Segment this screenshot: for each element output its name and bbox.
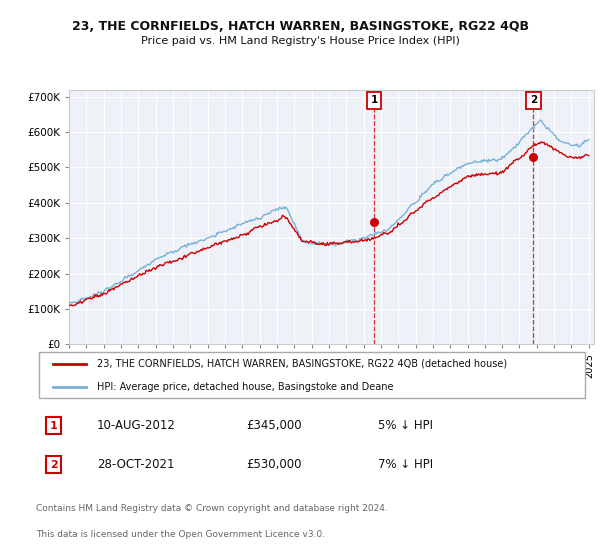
Text: 23, THE CORNFIELDS, HATCH WARREN, BASINGSTOKE, RG22 4QB (detached house): 23, THE CORNFIELDS, HATCH WARREN, BASING… (97, 358, 507, 368)
Text: 23, THE CORNFIELDS, HATCH WARREN, BASINGSTOKE, RG22 4QB: 23, THE CORNFIELDS, HATCH WARREN, BASING… (71, 20, 529, 32)
Text: 2: 2 (530, 95, 537, 105)
Text: 5% ↓ HPI: 5% ↓ HPI (378, 419, 433, 432)
Text: 28-OCT-2021: 28-OCT-2021 (97, 458, 174, 471)
Text: £345,000: £345,000 (246, 419, 301, 432)
Text: This data is licensed under the Open Government Licence v3.0.: This data is licensed under the Open Gov… (36, 530, 325, 539)
Text: 7% ↓ HPI: 7% ↓ HPI (378, 458, 433, 471)
Point (369, 218, 379, 227)
Text: £530,000: £530,000 (246, 458, 301, 471)
Text: 1: 1 (50, 421, 58, 431)
Text: Contains HM Land Registry data © Crown copyright and database right 2024.: Contains HM Land Registry data © Crown c… (36, 505, 388, 514)
Text: 2: 2 (50, 460, 58, 469)
Text: HPI: Average price, detached house, Basingstoke and Deane: HPI: Average price, detached house, Basi… (97, 382, 393, 392)
Point (529, 152, 538, 161)
Text: Price paid vs. HM Land Registry's House Price Index (HPI): Price paid vs. HM Land Registry's House … (140, 36, 460, 46)
Text: 10-AUG-2012: 10-AUG-2012 (97, 419, 176, 432)
Text: 1: 1 (370, 95, 377, 105)
FancyBboxPatch shape (39, 352, 585, 398)
